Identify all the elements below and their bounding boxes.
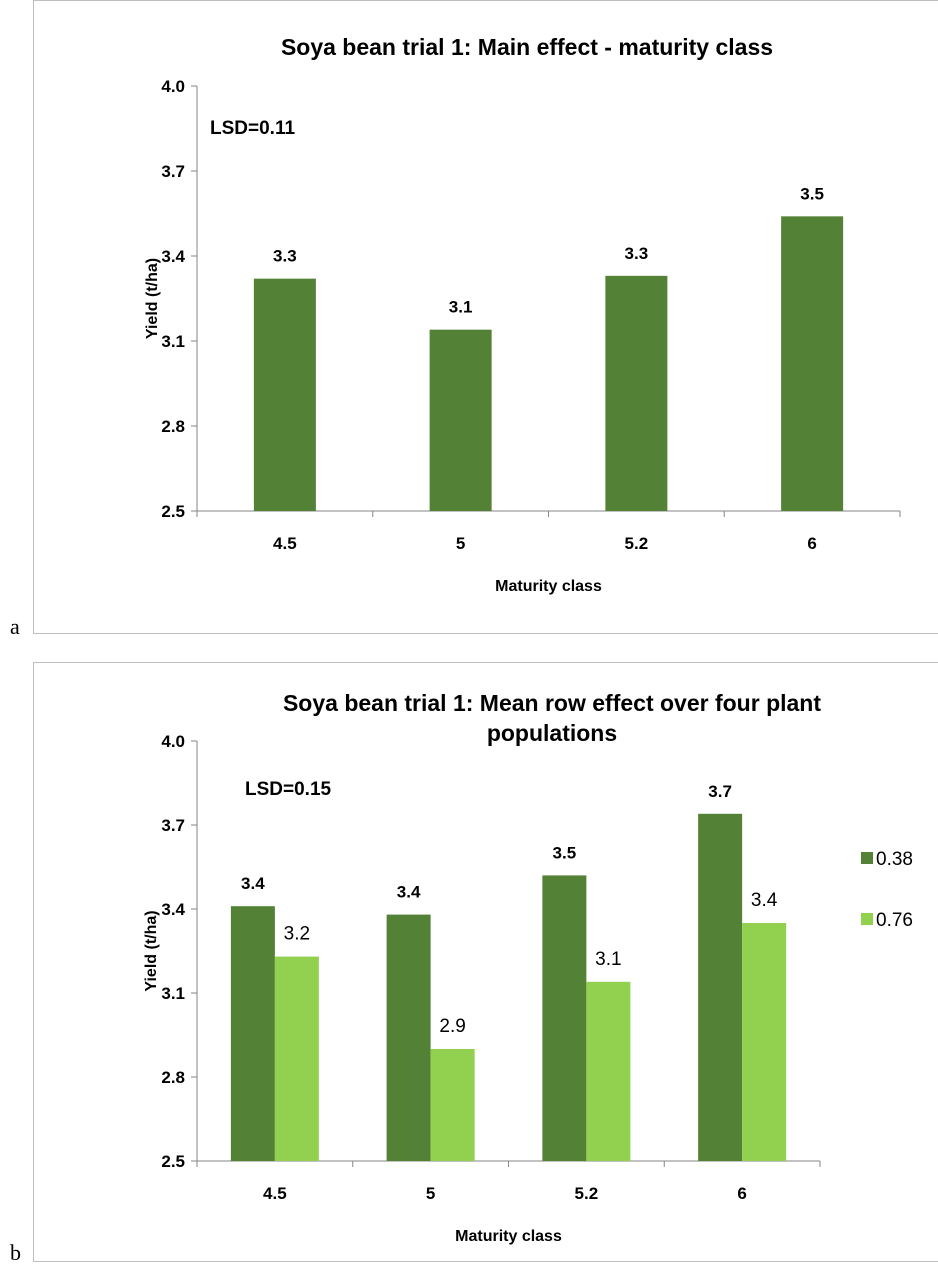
- y-tick-label: 2.8: [161, 1068, 185, 1087]
- bar: [605, 275, 668, 511]
- y-tick-label: 3.1: [161, 984, 185, 1003]
- y-tick-label: 2.5: [161, 1152, 185, 1171]
- x-tick-label: 6: [737, 1184, 746, 1203]
- y-tick-label: 3.4: [161, 247, 185, 266]
- legend-label: 0.76: [876, 910, 913, 931]
- data-label: 3.4: [751, 890, 778, 911]
- bar: [781, 216, 844, 512]
- x-axis-title: Maturity class: [455, 1228, 562, 1245]
- data-label: 3.4: [241, 874, 265, 893]
- data-label: 3.3: [273, 247, 297, 266]
- bar: [253, 278, 316, 511]
- figure-letter-b: b: [10, 1240, 21, 1265]
- chart-title: Soya bean trial 1: Mean row effect over …: [283, 690, 821, 716]
- data-label: 2.9: [439, 1016, 465, 1037]
- data-label: 3.4: [397, 883, 421, 902]
- y-tick-label: 3.7: [161, 162, 185, 181]
- y-tick-label: 2.8: [161, 417, 185, 436]
- lsd-annotation: LSD=0.11: [210, 118, 295, 139]
- x-axis-title: Maturity class: [495, 578, 602, 595]
- lsd-annotation: LSD=0.15: [245, 779, 332, 800]
- bar: [698, 813, 743, 1161]
- bar: [586, 981, 631, 1161]
- y-tick-label: 3.7: [161, 816, 185, 835]
- y-axis-title: Yield (t/ha): [143, 910, 160, 991]
- chart-title: populations: [487, 720, 617, 746]
- y-tick-label: 3.4: [161, 900, 185, 919]
- x-tick-label: 6: [807, 534, 816, 553]
- chart-panel-a: Soya bean trial 1: Main effect - maturit…: [33, 0, 938, 634]
- y-tick-label: 4.0: [161, 77, 185, 96]
- bar: [430, 1049, 475, 1161]
- y-tick-label: 2.5: [161, 502, 185, 521]
- bar: [542, 875, 587, 1161]
- legend-label: 0.38: [876, 849, 913, 870]
- figure-letter-a: a: [10, 614, 20, 639]
- data-label: 3.1: [449, 298, 473, 317]
- x-tick-label: 4.5: [273, 534, 297, 553]
- legend-swatch: [861, 852, 873, 864]
- data-label: 3.2: [284, 924, 310, 945]
- x-tick-label: 5.2: [625, 534, 649, 553]
- data-label: 3.5: [800, 184, 824, 203]
- chart-panel-b: Soya bean trial 1: Mean row effect over …: [33, 662, 938, 1262]
- data-label: 3.5: [553, 843, 577, 862]
- data-label: 3.1: [595, 949, 621, 970]
- data-label: 3.7: [708, 782, 732, 801]
- bar: [274, 956, 319, 1161]
- y-axis-title: Yield (t/ha): [144, 258, 161, 339]
- y-tick-label: 3.1: [161, 332, 185, 351]
- bar: [386, 914, 431, 1161]
- chart-b: Soya bean trial 1: Mean row effect over …: [143, 690, 913, 1245]
- chart-title: Soya bean trial 1: Main effect - maturit…: [281, 34, 773, 60]
- x-tick-label: 5: [456, 534, 465, 553]
- bar: [230, 906, 275, 1161]
- x-tick-label: 4.5: [263, 1184, 287, 1203]
- chart-a: Soya bean trial 1: Main effect - maturit…: [144, 34, 901, 595]
- bar: [742, 923, 787, 1161]
- data-label: 3.3: [625, 244, 649, 263]
- bar: [429, 329, 492, 511]
- x-tick-label: 5: [426, 1184, 435, 1203]
- y-tick-label: 4.0: [161, 732, 185, 751]
- x-tick-label: 5.2: [575, 1184, 599, 1203]
- legend-swatch: [861, 913, 873, 925]
